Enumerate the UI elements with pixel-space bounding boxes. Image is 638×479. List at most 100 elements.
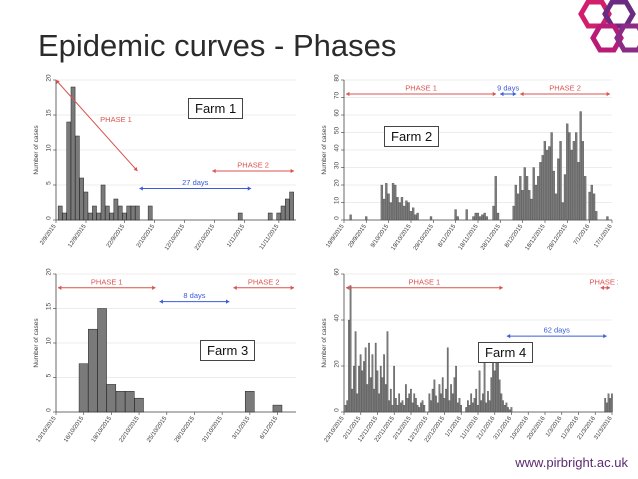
y-tick-label: 20: [334, 360, 341, 368]
bar: [382, 198, 386, 221]
arrowhead: [603, 333, 607, 339]
bar: [554, 193, 558, 221]
bar: [414, 214, 417, 221]
bar: [429, 216, 433, 221]
bar: [368, 342, 370, 413]
x-tick-label: 8/11/2015: [437, 223, 457, 248]
bar: [477, 405, 479, 413]
bar: [507, 407, 509, 413]
bar: [83, 191, 89, 221]
bar: [406, 398, 409, 413]
bar: [280, 205, 286, 221]
x-tick-label: 2/10/2015: [136, 223, 157, 249]
bar: [467, 400, 469, 413]
bar: [97, 308, 107, 413]
bar: [468, 405, 471, 413]
phase-label: PHASE 2: [549, 84, 581, 93]
y-tick-label: 40: [334, 314, 341, 322]
bar: [583, 176, 587, 221]
bar: [134, 397, 144, 413]
bar: [521, 190, 524, 221]
bar: [476, 212, 480, 221]
bar: [440, 393, 442, 413]
x-tick-label: 16/10/2015: [63, 415, 86, 444]
bar: [412, 207, 415, 221]
x-tick-label: 17/1/2016: [593, 223, 614, 249]
arrowhead: [520, 91, 524, 97]
x-tick-label: 28/12/2015: [547, 223, 570, 252]
x-tick-label: 12/10/2015: [164, 223, 187, 252]
arrowhead: [247, 186, 252, 191]
bar: [443, 398, 446, 413]
x-tick-label: 3/11/2015: [232, 415, 252, 440]
y-tick-label: 5: [46, 181, 53, 185]
bar: [100, 184, 106, 221]
x-tick-label: 18/11/2015: [458, 223, 480, 251]
chart-farm-1: 0 5 10 15 20 Number of cases 2/9/2015 12/9/2015…: [33, 74, 296, 252]
bar: [516, 193, 520, 221]
bar: [528, 190, 531, 221]
y-axis-label: Number of cases: [33, 318, 40, 368]
bar: [386, 331, 389, 413]
bar: [445, 388, 447, 413]
bar: [472, 216, 475, 221]
bar: [410, 388, 412, 413]
farm-label-3: Farm 3: [200, 340, 256, 361]
bar: [479, 216, 482, 221]
bar: [428, 393, 431, 413]
y-axis-label: Number of cases: [321, 125, 328, 175]
bar: [436, 402, 439, 413]
bar: [285, 198, 290, 221]
arrowhead: [499, 285, 503, 290]
bar: [394, 184, 397, 221]
bar: [470, 393, 473, 413]
farm-label-1: Farm 1: [188, 98, 244, 119]
bar: [276, 212, 282, 221]
x-tick-label: 7/1/2016: [573, 223, 592, 246]
phase-label: PHASE 2: [237, 161, 269, 170]
bar: [378, 393, 380, 413]
bar: [272, 404, 283, 413]
bar: [607, 393, 610, 413]
logo-hex-3: [590, 23, 624, 53]
x-tick-label: 19/9/2015: [325, 223, 346, 249]
bar: [122, 212, 127, 221]
arrowhead: [290, 285, 294, 290]
x-tick-label: 22/10/2015: [194, 223, 217, 252]
bar: [503, 405, 506, 413]
bar: [88, 328, 98, 413]
bar: [407, 202, 410, 221]
bar: [530, 198, 533, 221]
bar: [389, 202, 392, 221]
bar: [348, 319, 350, 413]
panel-farm-2: 0 10 20 30 40 50 60 70 80 Number of cases 19/9/201…: [318, 70, 618, 264]
bar: [416, 212, 419, 221]
bar: [604, 398, 607, 413]
bar: [75, 135, 80, 221]
y-tick-label: 0: [334, 216, 341, 220]
bar: [394, 398, 397, 413]
bar: [356, 393, 359, 413]
bar: [588, 191, 591, 221]
x-tick-label: 8/12/2015: [504, 223, 525, 249]
y-tick-label: 30: [334, 162, 341, 170]
bar: [465, 407, 468, 413]
bar: [349, 285, 352, 413]
bar: [400, 402, 402, 413]
y-axis-label: Number of cases: [33, 125, 40, 175]
bar: [403, 405, 406, 413]
bar: [590, 184, 593, 221]
bar: [398, 393, 401, 413]
bar: [113, 198, 119, 221]
bar: [244, 391, 255, 413]
bar: [344, 405, 347, 413]
y-tick-label: 5: [46, 373, 53, 377]
x-tick-label: 25/10/2015: [146, 415, 169, 444]
bar: [473, 398, 476, 413]
x-tick-label: 6/11/2015: [259, 415, 279, 440]
bar: [606, 402, 608, 413]
bar: [62, 212, 67, 221]
bar: [435, 395, 437, 413]
bar: [543, 141, 547, 221]
